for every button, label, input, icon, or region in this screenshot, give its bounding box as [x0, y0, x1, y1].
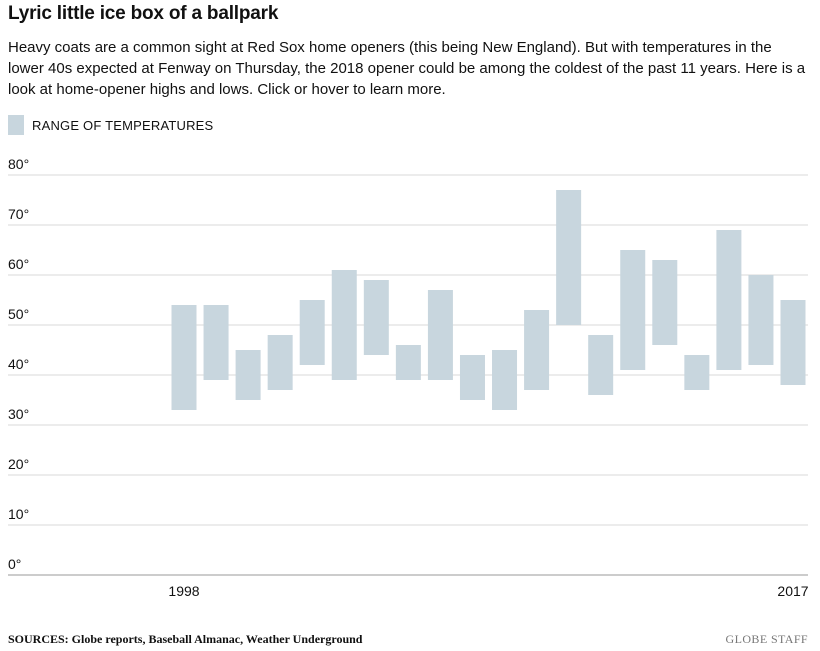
temperature-range-bar[interactable]: [780, 300, 806, 385]
temperature-range-bar[interactable]: [363, 280, 389, 355]
temperature-range-bar[interactable]: [492, 350, 518, 410]
legend: RANGE OF TEMPERATURES: [8, 115, 213, 135]
temperature-range-bar[interactable]: [459, 355, 485, 400]
y-tick-label: 60°: [8, 256, 29, 272]
credit-note: GLOBE STAFF: [725, 632, 808, 646]
y-tick-label: 30°: [8, 406, 29, 422]
legend-swatch: [8, 115, 24, 135]
sources-note: SOURCES: Globe reports, Baseball Almanac…: [8, 632, 363, 646]
temperature-range-bar[interactable]: [299, 300, 325, 365]
temperature-range-bar[interactable]: [427, 290, 453, 380]
temperature-range-bar[interactable]: [748, 275, 774, 365]
temperature-range-bar[interactable]: [171, 305, 197, 410]
temperature-range-bar[interactable]: [620, 250, 646, 370]
x-tick-label: 2017: [777, 583, 808, 599]
y-tick-label: 20°: [8, 456, 29, 472]
temperature-range-bar[interactable]: [588, 335, 614, 395]
y-tick-label: 80°: [8, 156, 29, 172]
temperature-range-bar[interactable]: [524, 310, 550, 390]
temperature-range-bar[interactable]: [267, 335, 293, 390]
y-tick-label: 40°: [8, 356, 29, 372]
temperature-range-bar[interactable]: [556, 190, 582, 325]
temperature-range-bar[interactable]: [395, 345, 421, 380]
chart-title: Lyric little ice box of a ballpark: [8, 3, 279, 24]
legend-label: RANGE OF TEMPERATURES: [32, 117, 214, 133]
temperature-range-bar[interactable]: [331, 270, 357, 380]
temperature-range-bar[interactable]: [235, 350, 261, 400]
y-tick-label: 50°: [8, 306, 29, 322]
temperature-range-bar[interactable]: [652, 260, 678, 345]
temperature-range-bar[interactable]: [684, 355, 710, 390]
temperature-range-bar[interactable]: [203, 305, 229, 380]
chart-subtitle: Heavy coats are a common sight at Red So…: [8, 39, 806, 98]
x-tick-label: 1998: [168, 583, 199, 599]
y-tick-label: 10°: [8, 506, 29, 522]
y-tick-label: 0°: [8, 556, 21, 572]
temperature-range-bar[interactable]: [716, 230, 742, 370]
y-tick-label: 70°: [8, 206, 29, 222]
